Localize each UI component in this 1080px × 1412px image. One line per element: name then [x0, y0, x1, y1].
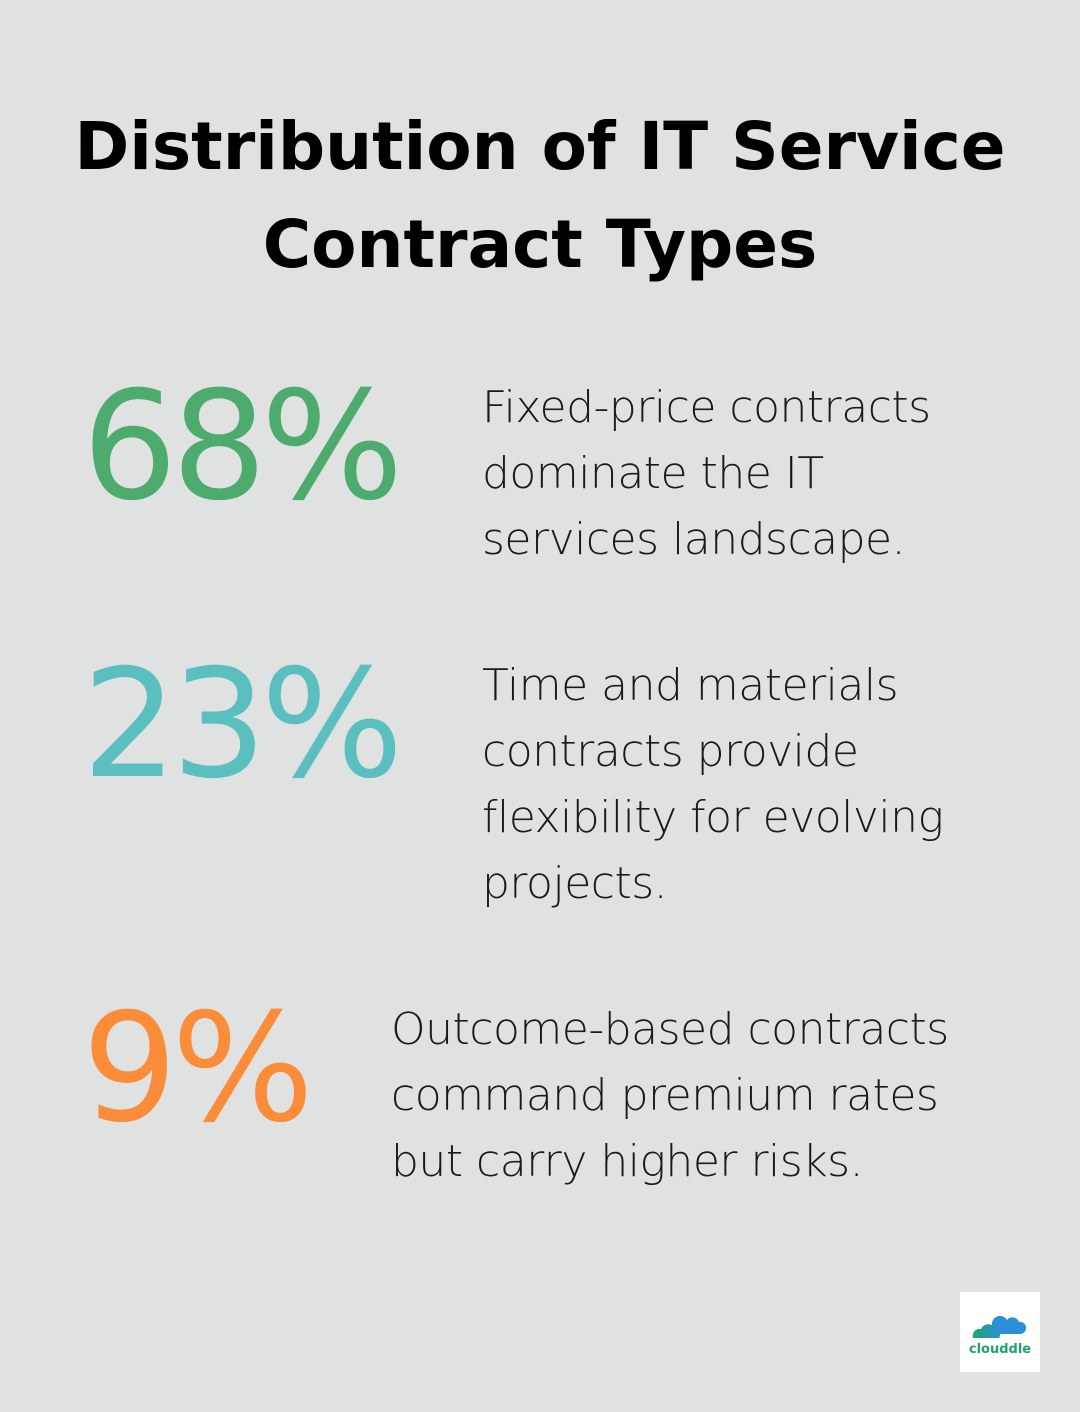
description-line: contracts provide	[482, 726, 859, 777]
description-line: flexibility for evolving	[482, 792, 944, 843]
stat-value-time-materials: 23%	[82, 638, 403, 812]
title-line-2: Contract Types	[262, 206, 818, 283]
description-line: but carry higher risks.	[391, 1136, 864, 1187]
title-line-1: Distribution of IT Service	[74, 108, 1006, 185]
logo-text: clouddle	[968, 1341, 1032, 1357]
stat-description-outcome-based: Outcome-based contracts command premium …	[391, 997, 949, 1195]
cloud-icon	[972, 1315, 1027, 1338]
description-line: dominate the IT	[482, 448, 824, 499]
description-line: Time and materials	[482, 660, 899, 711]
description-line: command premium rates	[391, 1070, 939, 1121]
description-line: services landscape.	[482, 514, 906, 565]
description-line: Fixed-price contracts	[482, 382, 931, 433]
stat-value-outcome-based: 9%	[82, 982, 314, 1156]
clouddle-logo: clouddle	[960, 1292, 1040, 1372]
stat-value-fixed-price: 68%	[82, 360, 403, 534]
description-line: Outcome-based contracts	[391, 1004, 949, 1055]
stat-description-time-materials: Time and materials contracts provide fle…	[482, 653, 944, 917]
stat-description-fixed-price: Fixed-price contracts dominate the IT se…	[482, 375, 931, 573]
page-title: Distribution of IT Service Contract Type…	[0, 98, 1080, 294]
description-line: projects.	[482, 858, 668, 909]
